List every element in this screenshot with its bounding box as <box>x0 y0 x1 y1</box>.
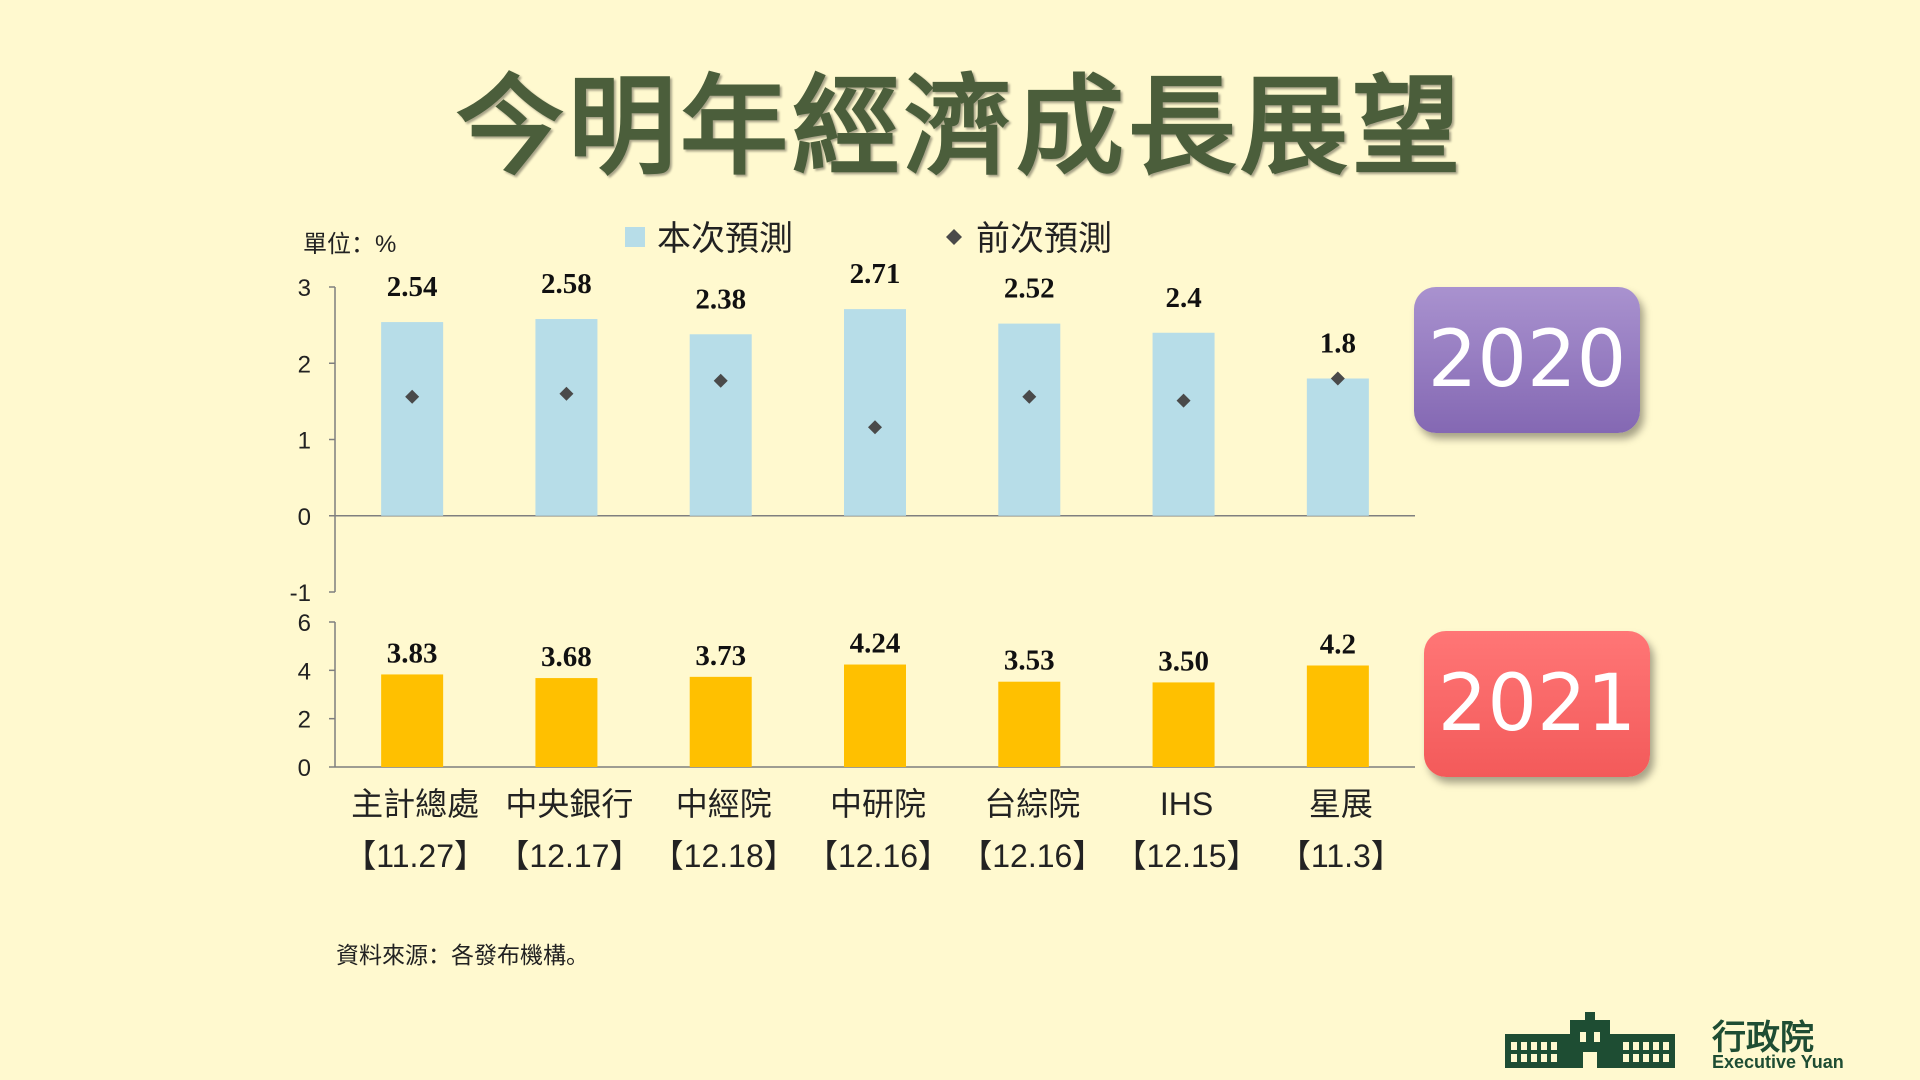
bar-value-label-2020: 2.38 <box>695 283 746 315</box>
executive-yuan-building-icon <box>1505 1012 1675 1068</box>
bar-2020 <box>689 334 752 516</box>
chart-2020: 3 2 1 0 -1 2.54 2.58 2.38 2.71 2.52 2.4 1.8 <box>290 258 1415 607</box>
y-tick-label-2020: -1 <box>290 580 311 607</box>
category-label: 中央銀行 <box>505 786 633 822</box>
bar-2021 <box>844 664 906 767</box>
bar-2020 <box>1152 332 1215 516</box>
chart-2021: 6 4 2 0 3.83 3.68 3.73 4.24 3.53 3.50 4.2 <box>298 610 1415 782</box>
legend-current-label: 本次預測 <box>657 220 793 258</box>
year-badge-2020: 2020 <box>1414 287 1640 433</box>
y-tick-label-2020: 2 <box>298 351 311 378</box>
previous-forecast-marker <box>713 373 728 388</box>
bar-2021 <box>1306 665 1369 767</box>
release-date-label: 【11.27】 <box>344 838 486 874</box>
category-label: 中研院 <box>830 786 926 822</box>
bar-value-label-2021: 4.2 <box>1320 629 1356 661</box>
bar-value-label-2021: 3.68 <box>541 641 592 673</box>
bar-2021 <box>689 676 752 767</box>
category-labels: 主計總處【11.27】中央銀行【12.17】中經院【12.18】中研院【12.1… <box>344 786 1403 874</box>
source-note: 資料來源：各發布機構。 <box>336 942 589 968</box>
logo-title: 行政院 <box>1712 1018 1814 1058</box>
bar-value-label-2021: 3.73 <box>695 640 746 672</box>
bar-value-label-2021: 3.50 <box>1158 645 1209 677</box>
year-badge-2021: 2021 <box>1424 631 1650 777</box>
bar-value-label-2020: 2.52 <box>1004 273 1055 305</box>
bar-2021 <box>535 678 598 767</box>
previous-forecast-marker <box>559 386 574 401</box>
legend-marker-previous <box>946 229 962 245</box>
y-tick-label-2020: 1 <box>298 428 311 455</box>
release-date-label: 【12.17】 <box>497 838 641 874</box>
bar-2020 <box>998 323 1061 516</box>
release-date-label: 【12.18】 <box>652 838 796 874</box>
y-tick-label-2020: 3 <box>298 275 311 302</box>
bar-2020 <box>1306 378 1369 516</box>
bar-value-label-2020: 2.54 <box>387 271 438 303</box>
bar-value-label-2020: 1.8 <box>1320 328 1356 360</box>
bar-2021 <box>1152 682 1215 767</box>
previous-forecast-marker <box>1022 389 1037 404</box>
bar-value-label-2021: 3.53 <box>1004 645 1055 677</box>
bar-2020 <box>844 309 906 516</box>
category-label: 星展 <box>1309 786 1373 822</box>
unit-label: 單位：% <box>303 231 396 258</box>
page-title: 今明年經濟成長展望 <box>455 64 1464 190</box>
y-tick-label-2020: 0 <box>298 504 311 531</box>
y-tick-label-2021: 4 <box>298 658 311 685</box>
legend-swatch-current <box>625 227 645 247</box>
bar-value-label-2021: 3.83 <box>387 637 438 669</box>
bar-value-label-2020: 2.58 <box>541 268 592 300</box>
y-tick-label-2021: 2 <box>298 707 311 734</box>
y-tick-label-2021: 0 <box>298 755 311 782</box>
category-label: IHS <box>1160 786 1213 822</box>
release-date-label: 【12.16】 <box>960 838 1104 874</box>
bar-2021 <box>998 681 1061 767</box>
release-date-label: 【12.16】 <box>806 838 950 874</box>
category-label: 台綜院 <box>984 786 1080 822</box>
logo-subtitle: Executive Yuan <box>1712 1052 1844 1072</box>
y-tick-label-2021: 6 <box>298 610 311 637</box>
release-date-label: 【12.15】 <box>1115 838 1259 874</box>
release-date-label: 【11.3】 <box>1279 838 1403 874</box>
bar-2020 <box>535 319 598 516</box>
previous-forecast-marker <box>1330 371 1345 386</box>
legend-previous-label: 前次預測 <box>976 220 1112 258</box>
previous-forecast-marker <box>405 389 420 404</box>
bar-value-label-2020: 2.4 <box>1165 282 1201 314</box>
bar-value-label-2020: 2.71 <box>850 258 901 290</box>
previous-forecast-marker <box>1176 393 1191 408</box>
category-label: 主計總處 <box>351 786 479 822</box>
bar-value-label-2021: 4.24 <box>850 628 901 660</box>
legend: 本次預測 前次預測 <box>625 220 1112 258</box>
bar-2021 <box>381 674 444 767</box>
category-label: 中經院 <box>676 786 772 822</box>
bar-2020 <box>381 322 444 516</box>
previous-forecast-marker <box>868 420 882 435</box>
